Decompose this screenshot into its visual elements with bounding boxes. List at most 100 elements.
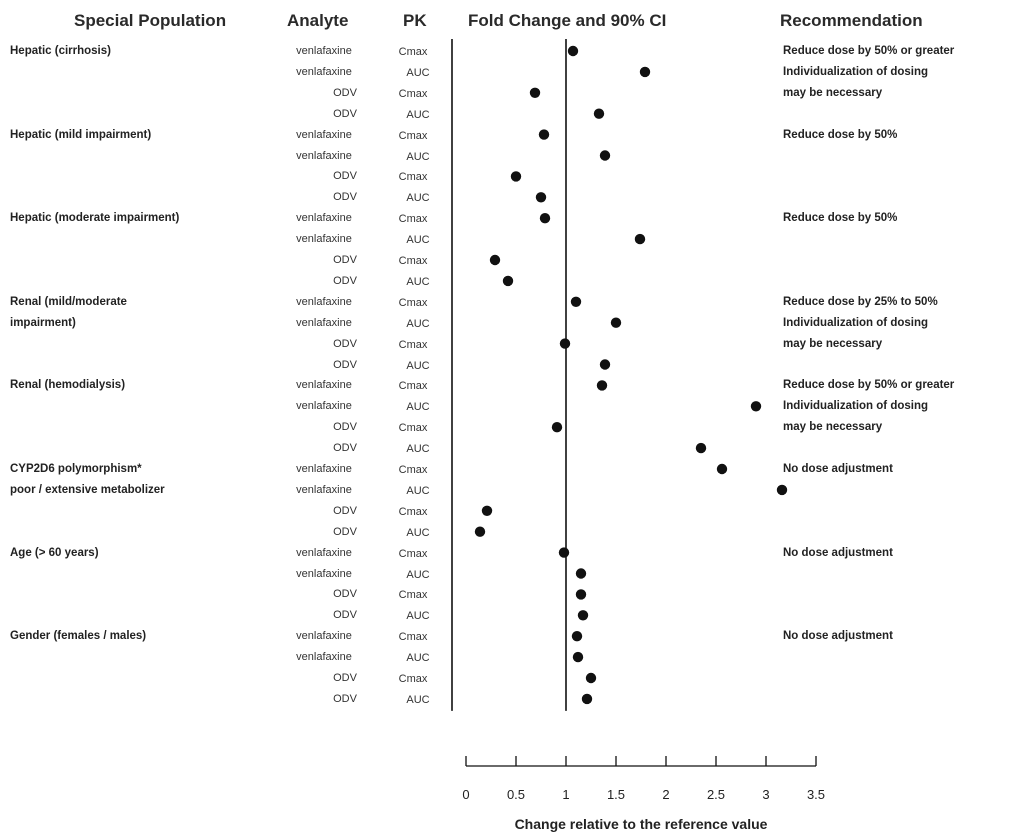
analyte-label: venlafaxine — [296, 400, 352, 413]
pk-parameter-label: Cmax — [398, 464, 428, 476]
data-point — [567, 45, 579, 57]
pk-parameter-label: Cmax — [398, 171, 428, 184]
x-axis-label: Change relative to the reference value — [515, 816, 768, 832]
pk-parameter-label: AUC — [406, 317, 430, 330]
x-tick-label: 1.5 — [607, 787, 625, 802]
pk-parameter-label: AUC — [406, 610, 430, 623]
analyte-label: venlafaxine — [296, 149, 352, 162]
pk-parameter-label: AUC — [406, 443, 430, 456]
pk-parameter-label: Cmax — [398, 213, 428, 226]
analyte-label: ODV — [333, 86, 357, 99]
pk-parameter-label: AUC — [406, 526, 430, 539]
pk-parameter-label: AUC — [406, 359, 430, 372]
pk-parameter-label: Cmax — [398, 338, 428, 351]
x-tick-label: 2.5 — [707, 787, 725, 802]
analyte-label: venlafaxine — [296, 128, 352, 141]
pk-parameter-label: Cmax — [398, 87, 428, 100]
data-point — [639, 66, 651, 78]
x-tick-label: 0 — [462, 787, 469, 802]
data-point — [593, 108, 605, 119]
pk-parameter-label: AUC — [406, 275, 430, 288]
population-label: Gender (females / males) — [10, 630, 147, 643]
analyte-label: ODV — [333, 274, 357, 287]
analyte-label: ODV — [333, 525, 357, 538]
pk-parameter-label: Cmax — [398, 129, 428, 142]
data-point — [750, 401, 762, 412]
analyte-label: venlafaxine — [296, 233, 352, 246]
data-point — [529, 87, 541, 99]
analyte-label: venlafaxine — [296, 316, 352, 329]
data-point — [538, 129, 550, 140]
header-analyte: Analyte — [287, 11, 349, 30]
data-point — [510, 171, 522, 182]
data-point — [481, 505, 493, 516]
data-point — [559, 338, 571, 349]
data-point — [558, 547, 570, 558]
data-point — [596, 380, 608, 391]
pk-parameter-label: AUC — [406, 66, 430, 79]
data-point — [575, 589, 587, 600]
pk-parameter-label: AUC — [406, 192, 430, 205]
analyte-label: ODV — [333, 254, 357, 266]
data-point — [539, 213, 551, 224]
population-label: Hepatic (moderate impairment) — [10, 212, 180, 225]
header-recommendation: Recommendation — [780, 11, 923, 30]
analyte-label: venlafaxine — [296, 295, 352, 308]
data-point — [585, 672, 597, 684]
analyte-label: venlafaxine — [296, 567, 352, 580]
data-point — [581, 693, 593, 705]
analyte-label: venlafaxine — [296, 651, 352, 664]
analyte-label: ODV — [333, 504, 357, 517]
pk-parameter-label: AUC — [406, 401, 430, 414]
analyte-label: venlafaxine — [296, 546, 352, 559]
data-point — [610, 317, 622, 328]
data-point — [776, 484, 788, 496]
pk-parameter-label: AUC — [406, 693, 430, 706]
population-label: poor / extensive metabolizer — [10, 483, 165, 496]
population-label: impairment) — [10, 316, 76, 329]
data-point — [575, 568, 587, 579]
data-point — [474, 526, 486, 537]
analyte-label: ODV — [333, 170, 357, 183]
analyte-label: venlafaxine — [296, 463, 352, 475]
recommendation-text: No dose adjustment — [783, 630, 893, 643]
pk-parameter-label: Cmax — [398, 422, 428, 435]
analyte-label: ODV — [333, 421, 357, 434]
recommendation-text: may be necessary — [783, 337, 883, 350]
recommendation-text: Reduce dose by 25% to 50% — [783, 295, 938, 308]
x-tick-label: 3.5 — [807, 787, 825, 802]
data-point — [577, 610, 589, 621]
header-fold-change: Fold Change and 90% CI — [468, 11, 667, 30]
pk-parameter-label: Cmax — [398, 255, 428, 267]
population-label: Hepatic (mild impairment) — [10, 128, 152, 141]
pk-parameter-label: AUC — [406, 568, 430, 581]
pk-parameter-label: AUC — [406, 484, 430, 497]
analyte-label: venlafaxine — [296, 212, 352, 225]
x-tick-label: 1 — [562, 787, 569, 802]
recommendation-text: may be necessary — [783, 421, 883, 434]
recommendation-text: may be necessary — [783, 86, 883, 99]
population-label: Renal (mild/moderate — [10, 295, 127, 308]
recommendation-text: Reduce dose by 50% — [783, 212, 898, 225]
analyte-label: venlafaxine — [296, 483, 352, 496]
analyte-label: ODV — [333, 191, 357, 204]
recommendation-text: Reduce dose by 50% or greater — [783, 379, 955, 392]
analyte-label: venlafaxine — [296, 45, 352, 57]
analyte-label: ODV — [333, 692, 357, 705]
data-point — [535, 192, 547, 203]
analyte-label: ODV — [333, 358, 357, 371]
data-point — [570, 296, 582, 307]
pk-parameter-label: Cmax — [398, 296, 428, 309]
pk-parameter-label: AUC — [406, 150, 430, 163]
analyte-label: ODV — [333, 442, 357, 455]
population-label: Age (> 60 years) — [10, 546, 99, 559]
pk-parameter-label: Cmax — [398, 547, 428, 560]
recommendation-text: No dose adjustment — [783, 463, 893, 475]
pk-parameter-label: Cmax — [398, 589, 428, 602]
pk-parameter-label: AUC — [406, 234, 430, 247]
analyte-label: ODV — [333, 609, 357, 622]
recommendation-text: Individualization of dosing — [783, 65, 929, 78]
pk-parameter-label: Cmax — [398, 631, 428, 644]
